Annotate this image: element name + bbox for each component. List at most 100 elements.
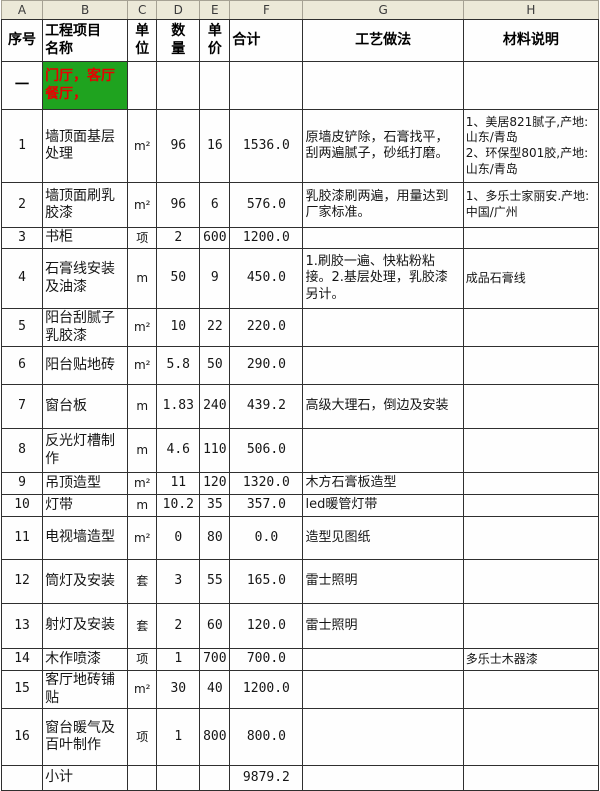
cell-total[interactable]: 1200.0 [229,227,304,249]
cell-no[interactable]: 一 [0,61,44,110]
cell-no[interactable]: 5 [0,308,44,347]
cell-no[interactable]: 3 [0,227,44,249]
cell-no[interactable]: 11 [0,516,44,560]
cell-material[interactable] [462,603,600,649]
cell-no[interactable]: 4 [0,248,44,309]
cell-price[interactable]: 16 [199,109,231,183]
cell-material[interactable] [462,472,600,495]
cell-no[interactable]: 8 [0,428,44,473]
cell-no[interactable]: 16 [0,708,44,766]
cell-unit[interactable]: m² [127,308,158,347]
cell-price[interactable]: 9 [199,248,231,309]
cell-total[interactable]: 800.0 [229,708,304,766]
cell-price[interactable]: 120 [199,472,231,495]
cell-no[interactable]: 15 [0,670,44,709]
header-cell-no[interactable]: 序号 [0,19,44,62]
cell-unit[interactable]: m² [127,109,158,183]
cell-item[interactable]: 窗台板 [42,384,129,429]
cell-material[interactable] [462,227,600,249]
cell-item[interactable]: 窗台暖气及百叶制作 [42,708,129,766]
cell-no[interactable] [0,765,44,791]
cell-price[interactable]: 240 [199,384,231,429]
cell-qty[interactable]: 1.83 [156,384,201,429]
cell-method[interactable]: led暖管灯带 [302,494,464,517]
cell-item[interactable]: 阳台刮腻子乳胶漆 [42,308,129,347]
header-cell-item[interactable]: 工程项目 名称 [42,19,129,62]
cell-item[interactable]: 墙顶面基层处理 [42,109,129,183]
cell-method[interactable] [302,227,464,249]
cell-qty[interactable]: 10.2 [156,494,201,517]
cell-no[interactable]: 13 [0,603,44,649]
cell-qty[interactable]: 11 [156,472,201,495]
cell-total[interactable]: 120.0 [229,603,304,649]
cell-item[interactable]: 吊顶造型 [42,472,129,495]
cell-unit[interactable]: m [127,384,158,429]
cell-price[interactable]: 600 [199,227,231,249]
cell-method[interactable]: 原墙皮铲除，石膏找平，刮两遍腻子，砂纸打磨。 [302,109,464,183]
header-cell-price[interactable]: 单 价 [199,19,231,62]
cell-no[interactable]: 9 [0,472,44,495]
cell-unit[interactable]: m² [127,472,158,495]
cell-material[interactable] [462,428,600,473]
cell-item[interactable]: 墙顶面刷乳胶漆 [42,182,129,228]
cell-qty[interactable]: 30 [156,670,201,709]
cell-qty[interactable]: 96 [156,182,201,228]
cell-method[interactable]: 1.刷胶一遍、快粘粉粘接。2.基层处理，乳胶漆另计。 [302,248,464,309]
column-header-g[interactable]: G [302,0,464,20]
cell-material[interactable] [462,494,600,517]
cell-material[interactable]: 1、多乐士家丽安.产地:中国/广州 [462,182,600,228]
cell-qty[interactable]: 0 [156,516,201,560]
cell-price[interactable]: 110 [199,428,231,473]
cell-method[interactable] [302,61,464,110]
cell-price[interactable]: 6 [199,182,231,228]
cell-item[interactable]: 筒灯及安装 [42,559,129,604]
cell-qty[interactable]: 1 [156,648,201,671]
cell-no[interactable]: 10 [0,494,44,517]
cell-unit[interactable] [127,61,158,110]
cell-material[interactable] [462,708,600,766]
cell-method[interactable]: 木方石膏板造型 [302,472,464,495]
cell-item[interactable]: 阳台贴地砖 [42,346,129,385]
cell-total[interactable]: 357.0 [229,494,304,517]
cell-method[interactable]: 造型见图纸 [302,516,464,560]
cell-price[interactable]: 80 [199,516,231,560]
cell-material[interactable]: 1、美居821腻子,产地:山东/青岛 2、环保型801胶,产地:山东/青岛 [462,109,600,183]
cell-unit[interactable]: 套 [127,559,158,604]
cell-qty[interactable]: 4.6 [156,428,201,473]
cell-method[interactable]: 高级大理石，倒边及安装 [302,384,464,429]
cell-total[interactable] [229,61,304,110]
cell-no[interactable]: 1 [0,109,44,183]
cell-material[interactable] [462,308,600,347]
cell-method[interactable] [302,308,464,347]
cell-price[interactable]: 22 [199,308,231,347]
cell-price[interactable]: 60 [199,603,231,649]
cell-method[interactable]: 乳胶漆刷两遍，用量达到厂家标准。 [302,182,464,228]
cell-method[interactable] [302,428,464,473]
cell-unit[interactable]: m [127,494,158,517]
cell-total[interactable]: 506.0 [229,428,304,473]
cell-qty[interactable] [156,61,201,110]
cell-qty[interactable]: 50 [156,248,201,309]
cell-price[interactable]: 55 [199,559,231,604]
cell-method[interactable]: 雷士照明 [302,603,464,649]
cell-total[interactable]: 220.0 [229,308,304,347]
cell-total[interactable]: 0.0 [229,516,304,560]
cell-method[interactable] [302,765,464,791]
cell-no[interactable]: 2 [0,182,44,228]
cell-material[interactable] [462,61,600,110]
cell-qty[interactable]: 10 [156,308,201,347]
cell-item[interactable]: 电视墙造型 [42,516,129,560]
cell-qty[interactable]: 2 [156,227,201,249]
cell-qty[interactable]: 5.8 [156,346,201,385]
cell-item[interactable]: 灯带 [42,494,129,517]
cell-unit[interactable]: m [127,428,158,473]
cell-item[interactable]: 石膏线安装及油漆 [42,248,129,309]
cell-material[interactable]: 成品石膏线 [462,248,600,309]
column-header-b[interactable]: B [42,0,129,20]
cell-item[interactable]: 木作喷漆 [42,648,129,671]
cell-method[interactable] [302,648,464,671]
cell-qty[interactable]: 3 [156,559,201,604]
header-cell-unit[interactable]: 单 位 [127,19,158,62]
cell-unit[interactable]: m² [127,516,158,560]
cell-price[interactable]: 700 [199,648,231,671]
